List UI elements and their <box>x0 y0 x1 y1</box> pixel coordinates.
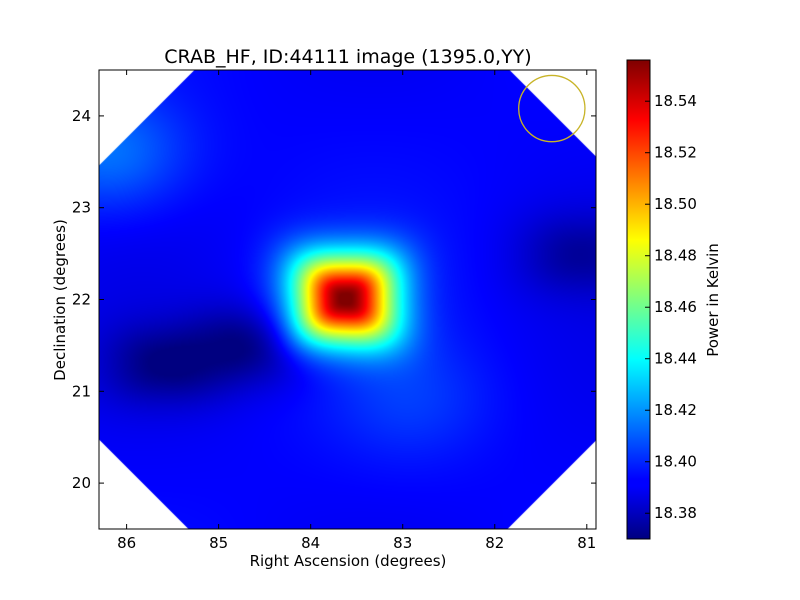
colorbar: 18.38 18.40 18.42 18.44 18.46 18.48 18.50 18.52… <box>626 59 722 540</box>
beam-circle <box>518 74 586 143</box>
y-axis-ticks: 20 21 22 23 24 <box>72 107 596 492</box>
y-tick-label: 24 <box>72 107 91 125</box>
x-tick-label: 85 <box>209 534 228 552</box>
x-axis-label: Right Ascension (degrees) <box>250 552 447 570</box>
colorbar-label: Power in Kelvin <box>704 243 722 357</box>
colorbar-tick-label: 18.54 <box>654 92 697 110</box>
colorbar-tick-label: 18.50 <box>654 195 697 213</box>
x-tick-label: 81 <box>577 534 596 552</box>
y-tick-label: 22 <box>72 291 91 309</box>
x-tick-label: 84 <box>301 534 320 552</box>
colorbar-tick-label: 18.52 <box>654 144 697 162</box>
plot-area: 86 85 84 83 82 81 20 21 22 23 24 <box>72 69 597 552</box>
colorbar-tick-label: 18.42 <box>654 401 697 419</box>
y-axis-label: Declination (degrees) <box>51 219 69 381</box>
colorbar-tick-label: 18.48 <box>654 247 697 265</box>
y-tick-label: 21 <box>72 382 91 400</box>
colorbar-frame <box>626 59 651 540</box>
heatmap <box>99 70 596 529</box>
colorbar-ticks: 18.38 18.40 18.42 18.44 18.46 18.48 18.50 18.52… <box>645 92 697 522</box>
y-tick-label: 20 <box>72 474 91 492</box>
chart-title: CRAB_HF, ID:44111 image (1395.0,YY) <box>164 46 531 68</box>
colorbar-tick-label: 18.46 <box>654 298 697 316</box>
x-tick-label: 86 <box>117 534 136 552</box>
colorbar-gradient <box>627 60 650 539</box>
colorbar-tick-label: 18.44 <box>654 350 697 368</box>
x-axis-ticks: 86 85 84 83 82 81 <box>117 70 596 552</box>
x-tick-label: 83 <box>393 534 412 552</box>
y-tick-label: 23 <box>72 199 91 217</box>
colorbar-tick-label: 18.40 <box>654 453 697 471</box>
x-tick-label: 82 <box>485 534 504 552</box>
colorbar-tick-label: 18.38 <box>654 504 697 522</box>
